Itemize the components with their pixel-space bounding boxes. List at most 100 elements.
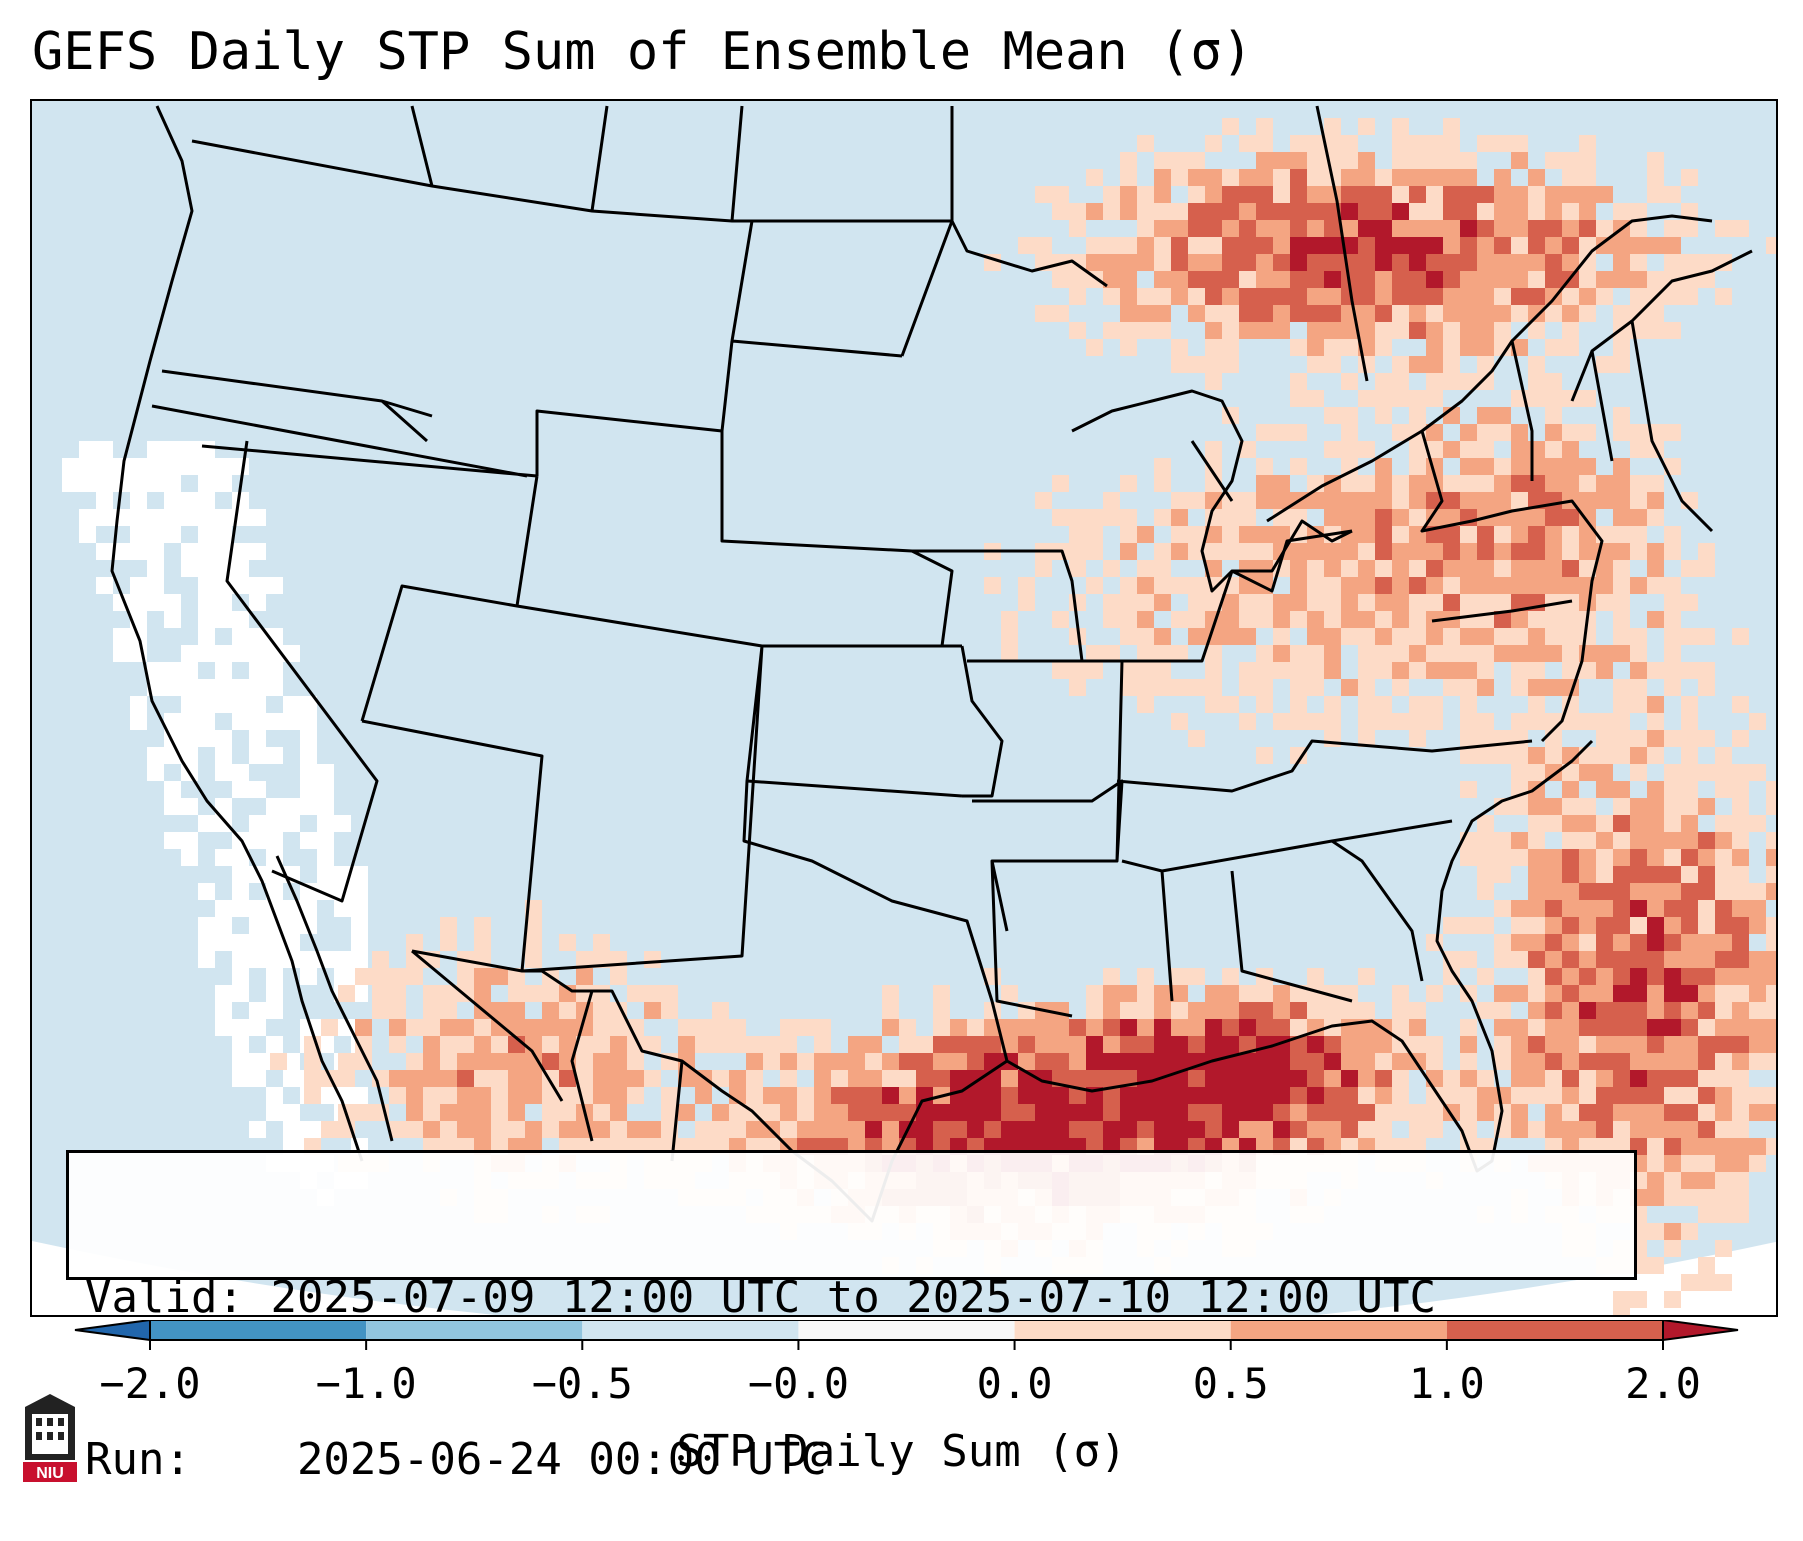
stp-cell (1562, 509, 1579, 526)
stp-cell (1511, 645, 1528, 662)
stp-cell (1409, 577, 1426, 594)
stp-cell (1766, 934, 1776, 951)
near-zero-cell (249, 577, 266, 594)
stp-cell (423, 1036, 440, 1053)
stp-cell (1613, 560, 1630, 577)
map-canvas[interactable] (32, 101, 1778, 1317)
stp-cell (933, 1104, 950, 1121)
stp-cell (1545, 237, 1562, 254)
stp-cell (576, 1070, 593, 1087)
stp-cell (1358, 611, 1375, 628)
great-lakes-and-northeast (1071, 214, 1753, 743)
stp-cell (1443, 305, 1460, 322)
stp-cell (1545, 509, 1562, 526)
stp-cell (406, 1104, 423, 1121)
stp-cell (440, 1036, 457, 1053)
stp-cell (1443, 662, 1460, 679)
near-zero-cell (96, 441, 113, 458)
stp-cell (1647, 1019, 1664, 1036)
stp-cell (712, 1019, 729, 1036)
near-zero-cell (283, 1053, 300, 1070)
stp-cell (1664, 815, 1681, 832)
stp-cell (1494, 985, 1511, 1002)
stp-cell (1205, 1036, 1222, 1053)
stp-cell (1528, 1036, 1545, 1053)
stp-cell (1103, 1121, 1120, 1138)
stp-cell (1256, 747, 1273, 764)
stp-cell (1613, 696, 1630, 713)
stp-cell (1511, 713, 1528, 730)
stp-cell (1681, 781, 1698, 798)
stp-cell (1477, 747, 1494, 764)
stp-cell (1749, 815, 1766, 832)
stp-cell (1545, 611, 1562, 628)
stp-cell (1426, 373, 1443, 390)
stp-cell (1511, 934, 1528, 951)
colorbar-bin (582, 1320, 799, 1340)
stp-cell (1545, 679, 1562, 696)
stp-cell (1171, 1087, 1188, 1104)
logo-text: NIU (36, 1465, 64, 1482)
stp-cell (457, 1070, 474, 1087)
stp-cell (1664, 917, 1681, 934)
stp-cell (1681, 1274, 1698, 1291)
stp-cell (1103, 203, 1120, 220)
stp-cell (1511, 1036, 1528, 1053)
stp-cell (1069, 288, 1086, 305)
stp-cell (1392, 1036, 1409, 1053)
stp-cell (1086, 1053, 1103, 1070)
stp-cell (1715, 832, 1732, 849)
stp-cell (1307, 322, 1324, 339)
stp-cell (1715, 764, 1732, 781)
stp-cell (1647, 560, 1664, 577)
stp-cell (1409, 543, 1426, 560)
stp-cell (1205, 169, 1222, 186)
map-panel[interactable] (30, 99, 1778, 1317)
stp-cell (1477, 492, 1494, 509)
stp-cell (440, 934, 457, 951)
stp-cell (1120, 543, 1137, 560)
stp-cell (1545, 900, 1562, 917)
stp-cell (1222, 628, 1239, 645)
stp-cell (1307, 305, 1324, 322)
stp-cell (1324, 186, 1341, 203)
stp-cell (1120, 679, 1137, 696)
stp-cell (1579, 934, 1596, 951)
stp-cell (1647, 1189, 1664, 1206)
stp-cell (1307, 135, 1324, 152)
stp-cell (1562, 339, 1579, 356)
stp-cell (1426, 713, 1443, 730)
stp-cell (1613, 492, 1630, 509)
stp-cell (1120, 152, 1137, 169)
stp-cell (1290, 305, 1307, 322)
stp-cell (712, 1121, 729, 1138)
stp-cell (1715, 849, 1732, 866)
stp-cell (1664, 849, 1681, 866)
stp-cell (916, 1104, 933, 1121)
stp-cell (1630, 764, 1647, 781)
stp-cell (1341, 1002, 1358, 1019)
near-zero-cell (351, 917, 368, 934)
stp-cell (1681, 1087, 1698, 1104)
stp-cell (1732, 815, 1749, 832)
stp-cell (1358, 322, 1375, 339)
stp-cell (1307, 237, 1324, 254)
stp-cell (1001, 1104, 1018, 1121)
colorbar-tick-label: 1.0 (1409, 1359, 1485, 1408)
stp-cell (1749, 764, 1766, 781)
near-zero-cell (147, 577, 164, 594)
stp-cell (916, 1053, 933, 1070)
near-zero-cell (147, 509, 164, 526)
stp-cell (1511, 543, 1528, 560)
stp-cell (1681, 747, 1698, 764)
stp-cell (1137, 985, 1154, 1002)
stp-cell (1647, 237, 1664, 254)
stp-cell (542, 1002, 559, 1019)
stp-cell (678, 1070, 695, 1087)
stp-cell (1426, 577, 1443, 594)
colorbar-bin (1014, 1320, 1231, 1340)
stp-cell (1001, 628, 1018, 645)
stp-cell (1681, 1019, 1698, 1036)
stp-cell (1103, 1070, 1120, 1087)
stp-cell (1086, 1121, 1103, 1138)
